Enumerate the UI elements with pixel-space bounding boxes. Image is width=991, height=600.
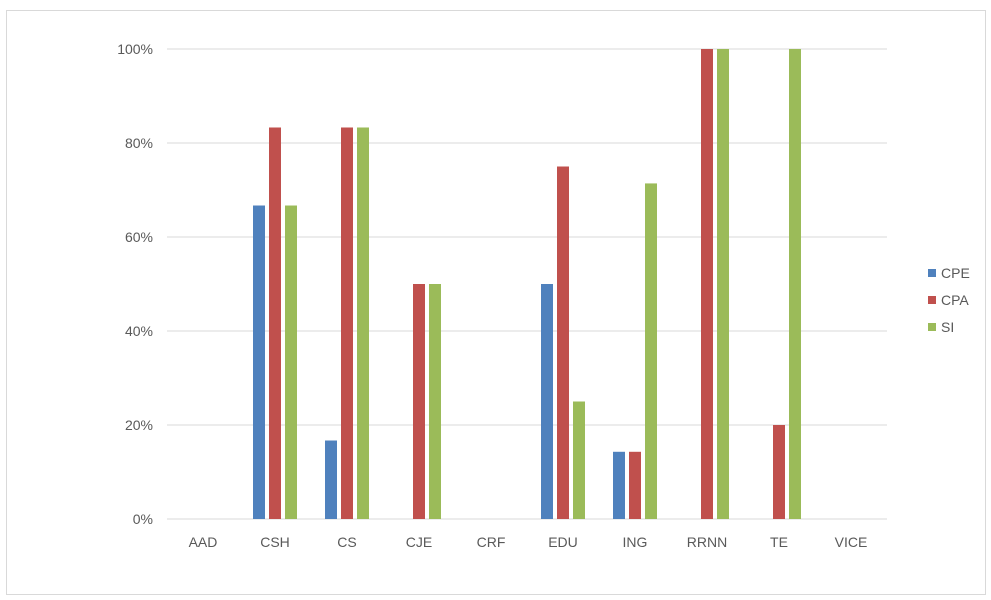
bar-si-edu bbox=[573, 401, 585, 519]
x-tick-label: CSH bbox=[260, 534, 290, 550]
bar-si-cje bbox=[429, 284, 441, 519]
bar-cpa-cje bbox=[413, 284, 425, 519]
bar-cpa-te bbox=[773, 425, 785, 519]
bar-si-rrnn bbox=[717, 49, 729, 519]
y-tick-label: 40% bbox=[125, 323, 153, 339]
bar-chart: 0% 20% 40% 60% 80% 100% AAD CSH CS CJE CRF EDU ING RR… bbox=[117, 41, 970, 550]
y-tick-label: 0% bbox=[133, 511, 153, 527]
bar-cpa-edu bbox=[557, 166, 569, 519]
x-tick-label: CRF bbox=[477, 534, 506, 550]
x-tick-label: CS bbox=[337, 534, 356, 550]
x-tick-label: ING bbox=[623, 534, 648, 550]
x-tick-label: AAD bbox=[189, 534, 218, 550]
axes: 0% 20% 40% 60% 80% 100% AAD CSH CS CJE CRF EDU ING RR… bbox=[117, 41, 867, 550]
legend-swatch-cpa bbox=[928, 296, 936, 304]
bar-si-te bbox=[789, 49, 801, 519]
bar-cpa-csh bbox=[269, 127, 281, 520]
bar-cpe-csh bbox=[253, 205, 265, 519]
bar-cpa-cs bbox=[341, 127, 353, 520]
legend: CPE CPA SI bbox=[928, 265, 970, 335]
bar-si-ing bbox=[645, 183, 657, 520]
legend-swatch-si bbox=[928, 323, 936, 331]
bar-cpe-ing bbox=[613, 451, 625, 519]
bar-si-csh bbox=[285, 205, 297, 519]
y-tick-label: 60% bbox=[125, 229, 153, 245]
bar-si-cs bbox=[357, 127, 369, 520]
x-tick-label: TE bbox=[770, 534, 788, 550]
x-tick-label: RRNN bbox=[687, 534, 727, 550]
x-tick-label: VICE bbox=[835, 534, 868, 550]
x-tick-label: EDU bbox=[548, 534, 578, 550]
bars bbox=[253, 49, 801, 520]
x-tick-label: CJE bbox=[406, 534, 432, 550]
y-tick-label: 20% bbox=[125, 417, 153, 433]
y-tick-label: 100% bbox=[117, 41, 153, 57]
legend-label-si: SI bbox=[941, 319, 954, 335]
bar-cpa-ing bbox=[629, 451, 641, 519]
bar-cpa-rrnn bbox=[701, 49, 713, 519]
legend-label-cpa: CPA bbox=[941, 292, 969, 308]
chart-area: 0% 20% 40% 60% 80% 100% AAD CSH CS CJE CRF EDU ING RR… bbox=[6, 10, 986, 595]
legend-label-cpe: CPE bbox=[941, 265, 970, 281]
y-tick-label: 80% bbox=[125, 135, 153, 151]
bar-cpe-edu bbox=[541, 284, 553, 519]
legend-swatch-cpe bbox=[928, 269, 936, 277]
bar-cpe-cs bbox=[325, 440, 337, 519]
